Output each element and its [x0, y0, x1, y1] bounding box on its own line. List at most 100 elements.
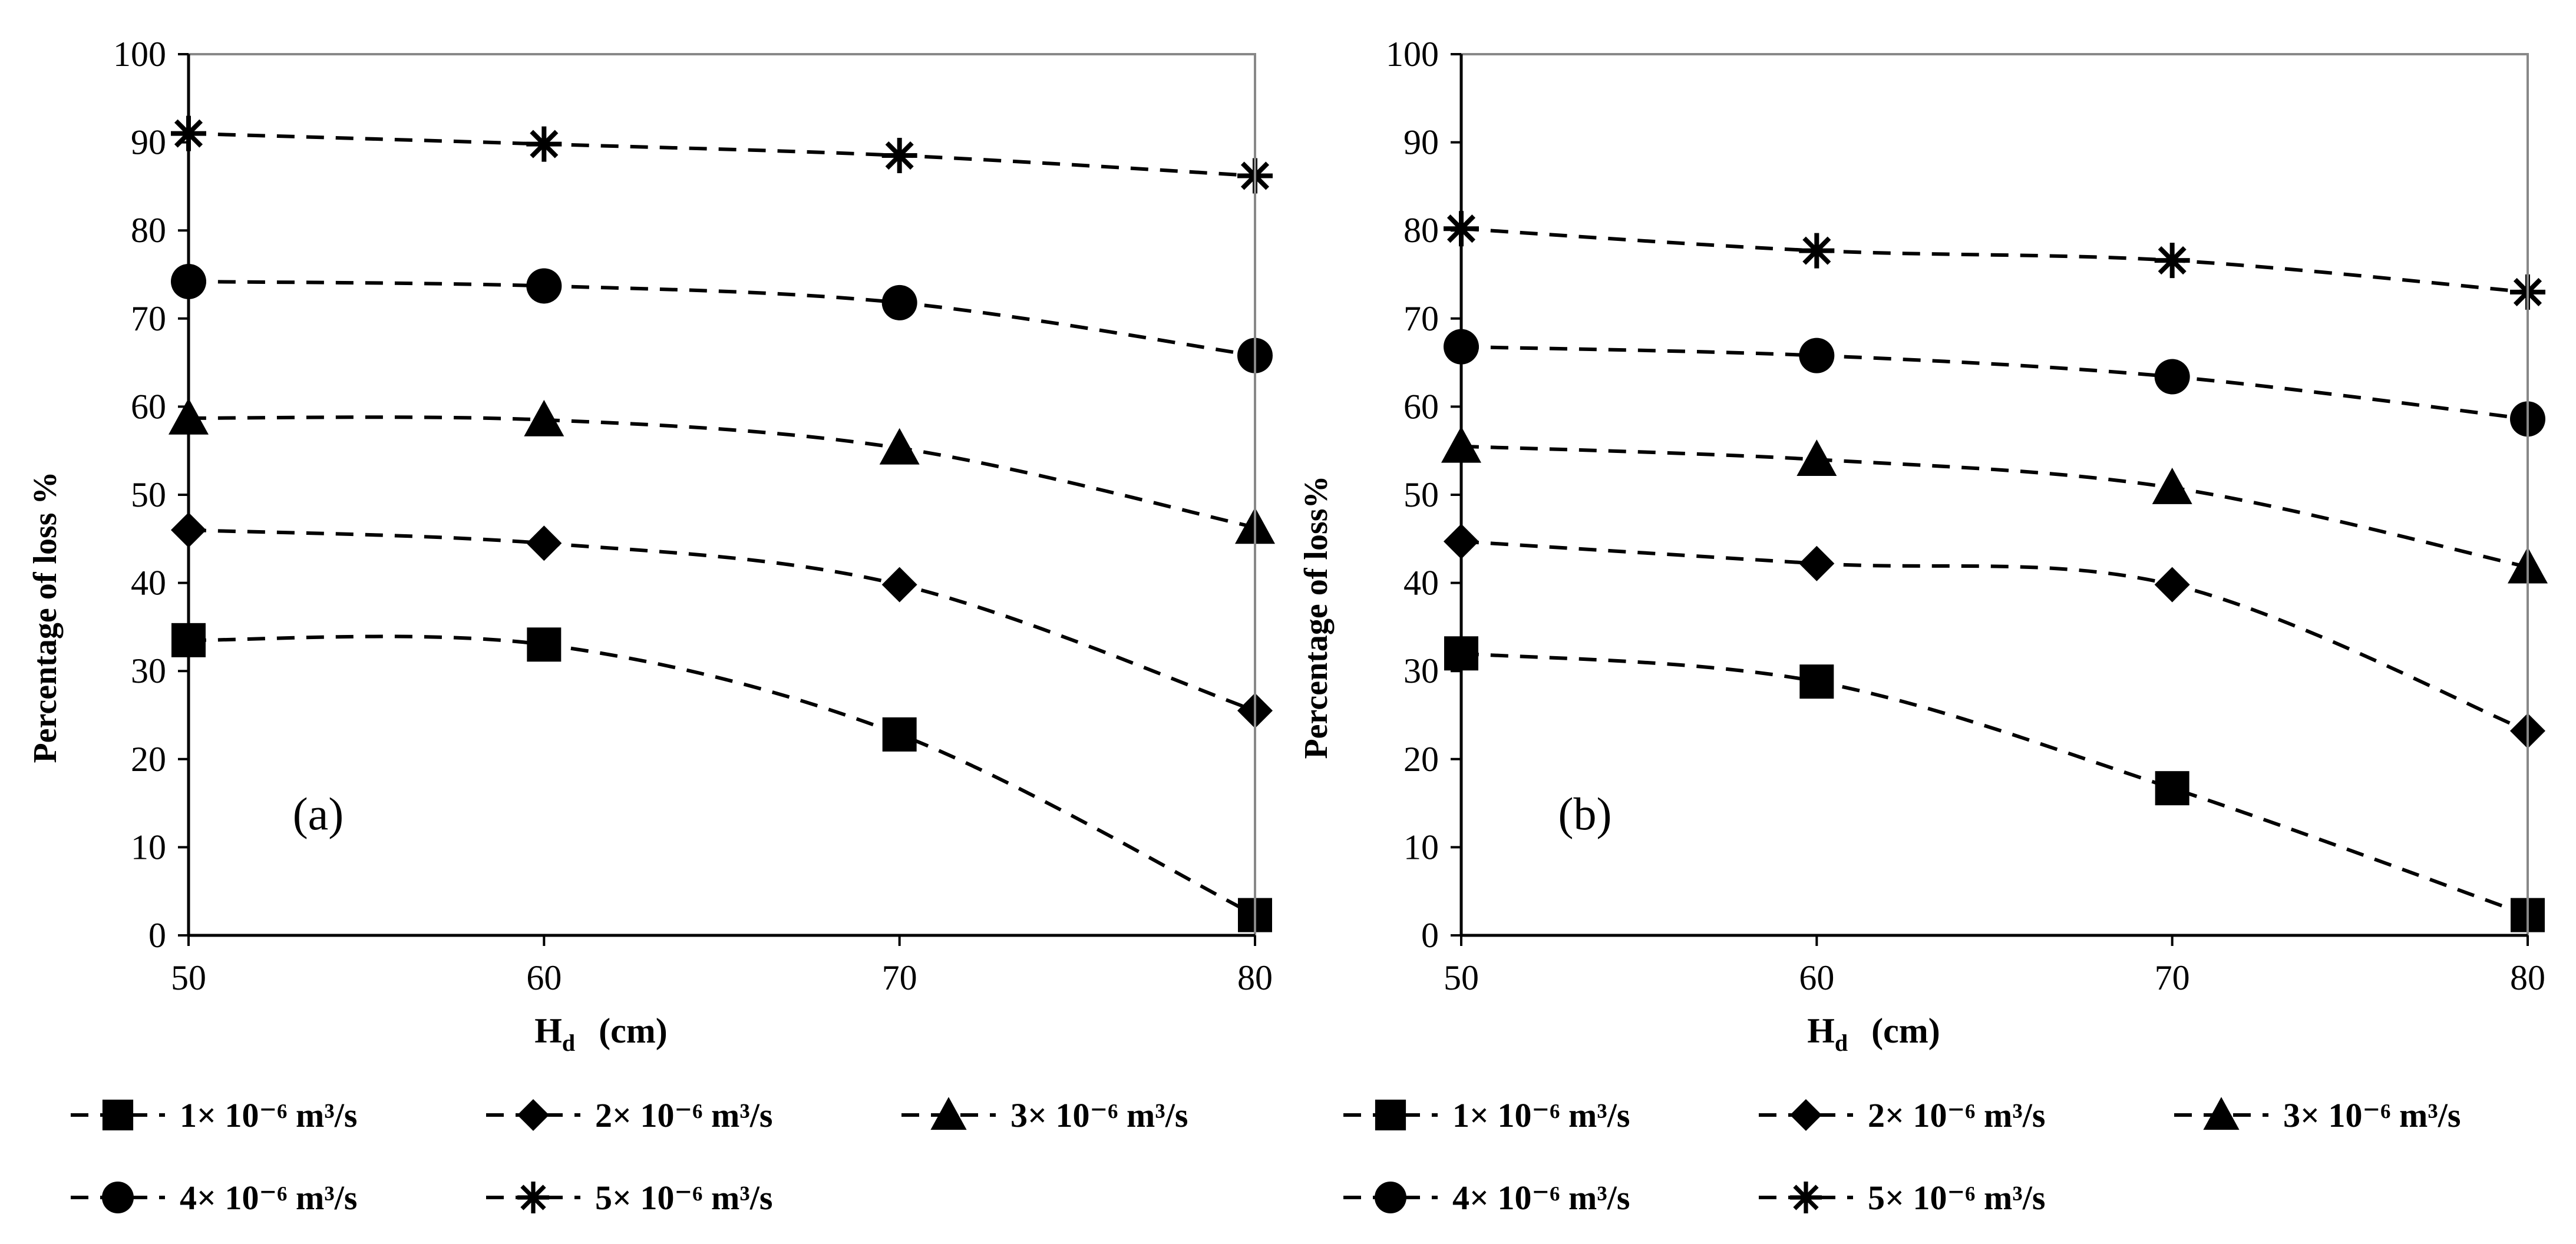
plot-frame	[187, 53, 1256, 937]
legend-marker	[1790, 1182, 1822, 1213]
legend-marker	[102, 1182, 134, 1213]
legend-label: 1× 10⁻⁶ m³/s	[180, 1096, 357, 1134]
panel-label-a: (a)	[293, 788, 344, 839]
legend-marker	[1790, 1099, 1822, 1131]
legend-a: 1× 10⁻⁶ m³/s 2× 10⁻⁶ m³/s 3× 10⁻⁶ m³/s 4× 1…	[71, 1096, 1188, 1217]
x-tick-label: 50	[1444, 958, 1479, 997]
x-axis-label-main: H	[1807, 1011, 1835, 1050]
legend-entry-2: 2× 10⁻⁶ m³/s	[1759, 1096, 2045, 1134]
legend-entry-5: 5× 10⁻⁶ m³/s	[1759, 1179, 2045, 1217]
x-tick-label: 80	[1237, 958, 1273, 997]
legend-b: 1× 10⁻⁶ m³/s 2× 10⁻⁶ m³/s 3× 10⁻⁶ m³/s 4× 1…	[1343, 1096, 2461, 1217]
legend-label: 4× 10⁻⁶ m³/s	[180, 1179, 357, 1217]
legend-entry-1: 1× 10⁻⁶ m³/s	[1343, 1096, 1630, 1134]
series-line-1	[1461, 651, 2529, 917]
y-tick-label: 10	[1403, 828, 1439, 866]
data-point-series-3	[1796, 439, 1837, 477]
x-axis-label-sub: d	[562, 1030, 575, 1056]
data-point-series-2	[1799, 545, 1835, 581]
legend-entry-3: 3× 10⁻⁶ m³/s	[901, 1096, 1188, 1134]
legend-entry-4: 4× 10⁻⁶ m³/s	[1343, 1179, 1630, 1217]
y-axis-label: Percentage of loss %	[27, 471, 64, 763]
y-tick-label: 90	[131, 123, 166, 162]
legend-label: 1× 10⁻⁶ m³/s	[1452, 1096, 1630, 1134]
y-tick-label: 60	[131, 387, 166, 426]
data-point-series-1	[2155, 771, 2189, 806]
data-point-series-4	[2154, 359, 2190, 395]
legend-label: 3× 10⁻⁶ m³/s	[2283, 1096, 2461, 1134]
panel-label-b: (b)	[1558, 788, 1612, 839]
y-tick-label: 80	[131, 211, 166, 250]
y-tick-label: 10	[131, 828, 166, 866]
y-tick-label: 20	[1403, 740, 1439, 779]
y-tick-label: 60	[1403, 387, 1439, 426]
legend-label: 5× 10⁻⁶ m³/s	[595, 1179, 772, 1217]
y-tick-label: 0	[148, 916, 166, 955]
x-axis-label: Hd (cm)	[534, 1011, 668, 1056]
x-axis-label-unit: (cm)	[1871, 1011, 1940, 1050]
legend-label: 2× 10⁻⁶ m³/s	[595, 1096, 772, 1134]
series-line-3	[1461, 444, 2528, 569]
chart-panel-a: 0 10 20 30 40 50 60 70 80 90 100 50 60 70 80 Percenta…	[27, 35, 1275, 1217]
y-tick-label: 70	[131, 299, 166, 338]
series-line-5	[1461, 227, 2528, 294]
series-line-2	[188, 528, 1256, 713]
data-point-series-4	[526, 268, 562, 304]
x-axis-label-unit: (cm)	[599, 1011, 668, 1050]
x-tick-label: 60	[1799, 958, 1834, 997]
data-point-series-1	[527, 627, 562, 662]
y-tick-label: 50	[131, 475, 166, 514]
chart-panel-b: 0 10 20 30 40 50 60 70 80 90 100 50 60 70 80 Percenta…	[1298, 35, 2548, 1217]
legend-marker	[517, 1099, 549, 1131]
y-tick-label: 40	[1403, 564, 1439, 603]
legend-label: 5× 10⁻⁶ m³/s	[1868, 1179, 2045, 1217]
data-point-series-5	[1799, 233, 1835, 269]
data-point-series-4	[1799, 338, 1835, 373]
legend-entry-4: 4× 10⁻⁶ m³/s	[71, 1179, 357, 1217]
x-axis-label: Hd (cm)	[1807, 1011, 1940, 1056]
y-tick-label: 30	[1403, 651, 1439, 690]
y-tick-label: 80	[1403, 211, 1439, 250]
data-point-series-2	[2154, 567, 2190, 603]
y-tick-label: 50	[1403, 475, 1439, 514]
data-point-series-5	[881, 138, 917, 174]
data-point-series-5	[526, 126, 562, 162]
legend-marker	[930, 1097, 967, 1130]
x-tick-label: 70	[2155, 958, 2190, 997]
y-tick-label: 0	[1421, 916, 1439, 955]
data-point-series-5	[2154, 243, 2190, 279]
y-tick-label: 70	[1403, 299, 1439, 338]
x-tick-label: 70	[882, 958, 917, 997]
legend-marker	[2203, 1097, 2240, 1130]
legend-marker	[1375, 1182, 1406, 1213]
y-tick-label: 40	[131, 564, 166, 603]
x-axis-label-sub: d	[1835, 1030, 1848, 1056]
data-point-series-4	[881, 284, 917, 320]
data-point-series-2	[526, 525, 562, 561]
plot-frame	[1460, 53, 2529, 937]
legend-entry-1: 1× 10⁻⁶ m³/s	[71, 1096, 357, 1134]
legend-entry-2: 2× 10⁻⁶ m³/s	[486, 1096, 772, 1134]
legend-entry-3: 3× 10⁻⁶ m³/s	[2174, 1096, 2461, 1134]
legend-label: 2× 10⁻⁶ m³/s	[1868, 1096, 2045, 1134]
legend-marker	[517, 1182, 549, 1213]
y-axis-label: Percentage of loss%	[1298, 475, 1335, 759]
series-line-4	[188, 279, 1256, 358]
x-tick-label: 80	[2510, 958, 2545, 997]
data-point-series-1	[882, 717, 917, 752]
y-tick-label: 90	[1403, 123, 1439, 162]
legend-marker	[1375, 1099, 1406, 1131]
data-point-series-1	[1799, 664, 1834, 699]
data-point-series-2	[881, 567, 917, 603]
data-point-series-3	[2152, 468, 2192, 504]
series-line-3	[188, 415, 1256, 530]
data-point-series-3	[524, 399, 564, 436]
series-line-4	[1461, 345, 2528, 421]
x-tick-label: 60	[526, 958, 562, 997]
legend-marker	[102, 1099, 134, 1131]
x-axis-label-main: H	[534, 1011, 562, 1050]
y-tick-label: 30	[131, 651, 166, 690]
series-line-2	[1461, 540, 2529, 733]
y-tick-label: 100	[1386, 35, 1439, 74]
